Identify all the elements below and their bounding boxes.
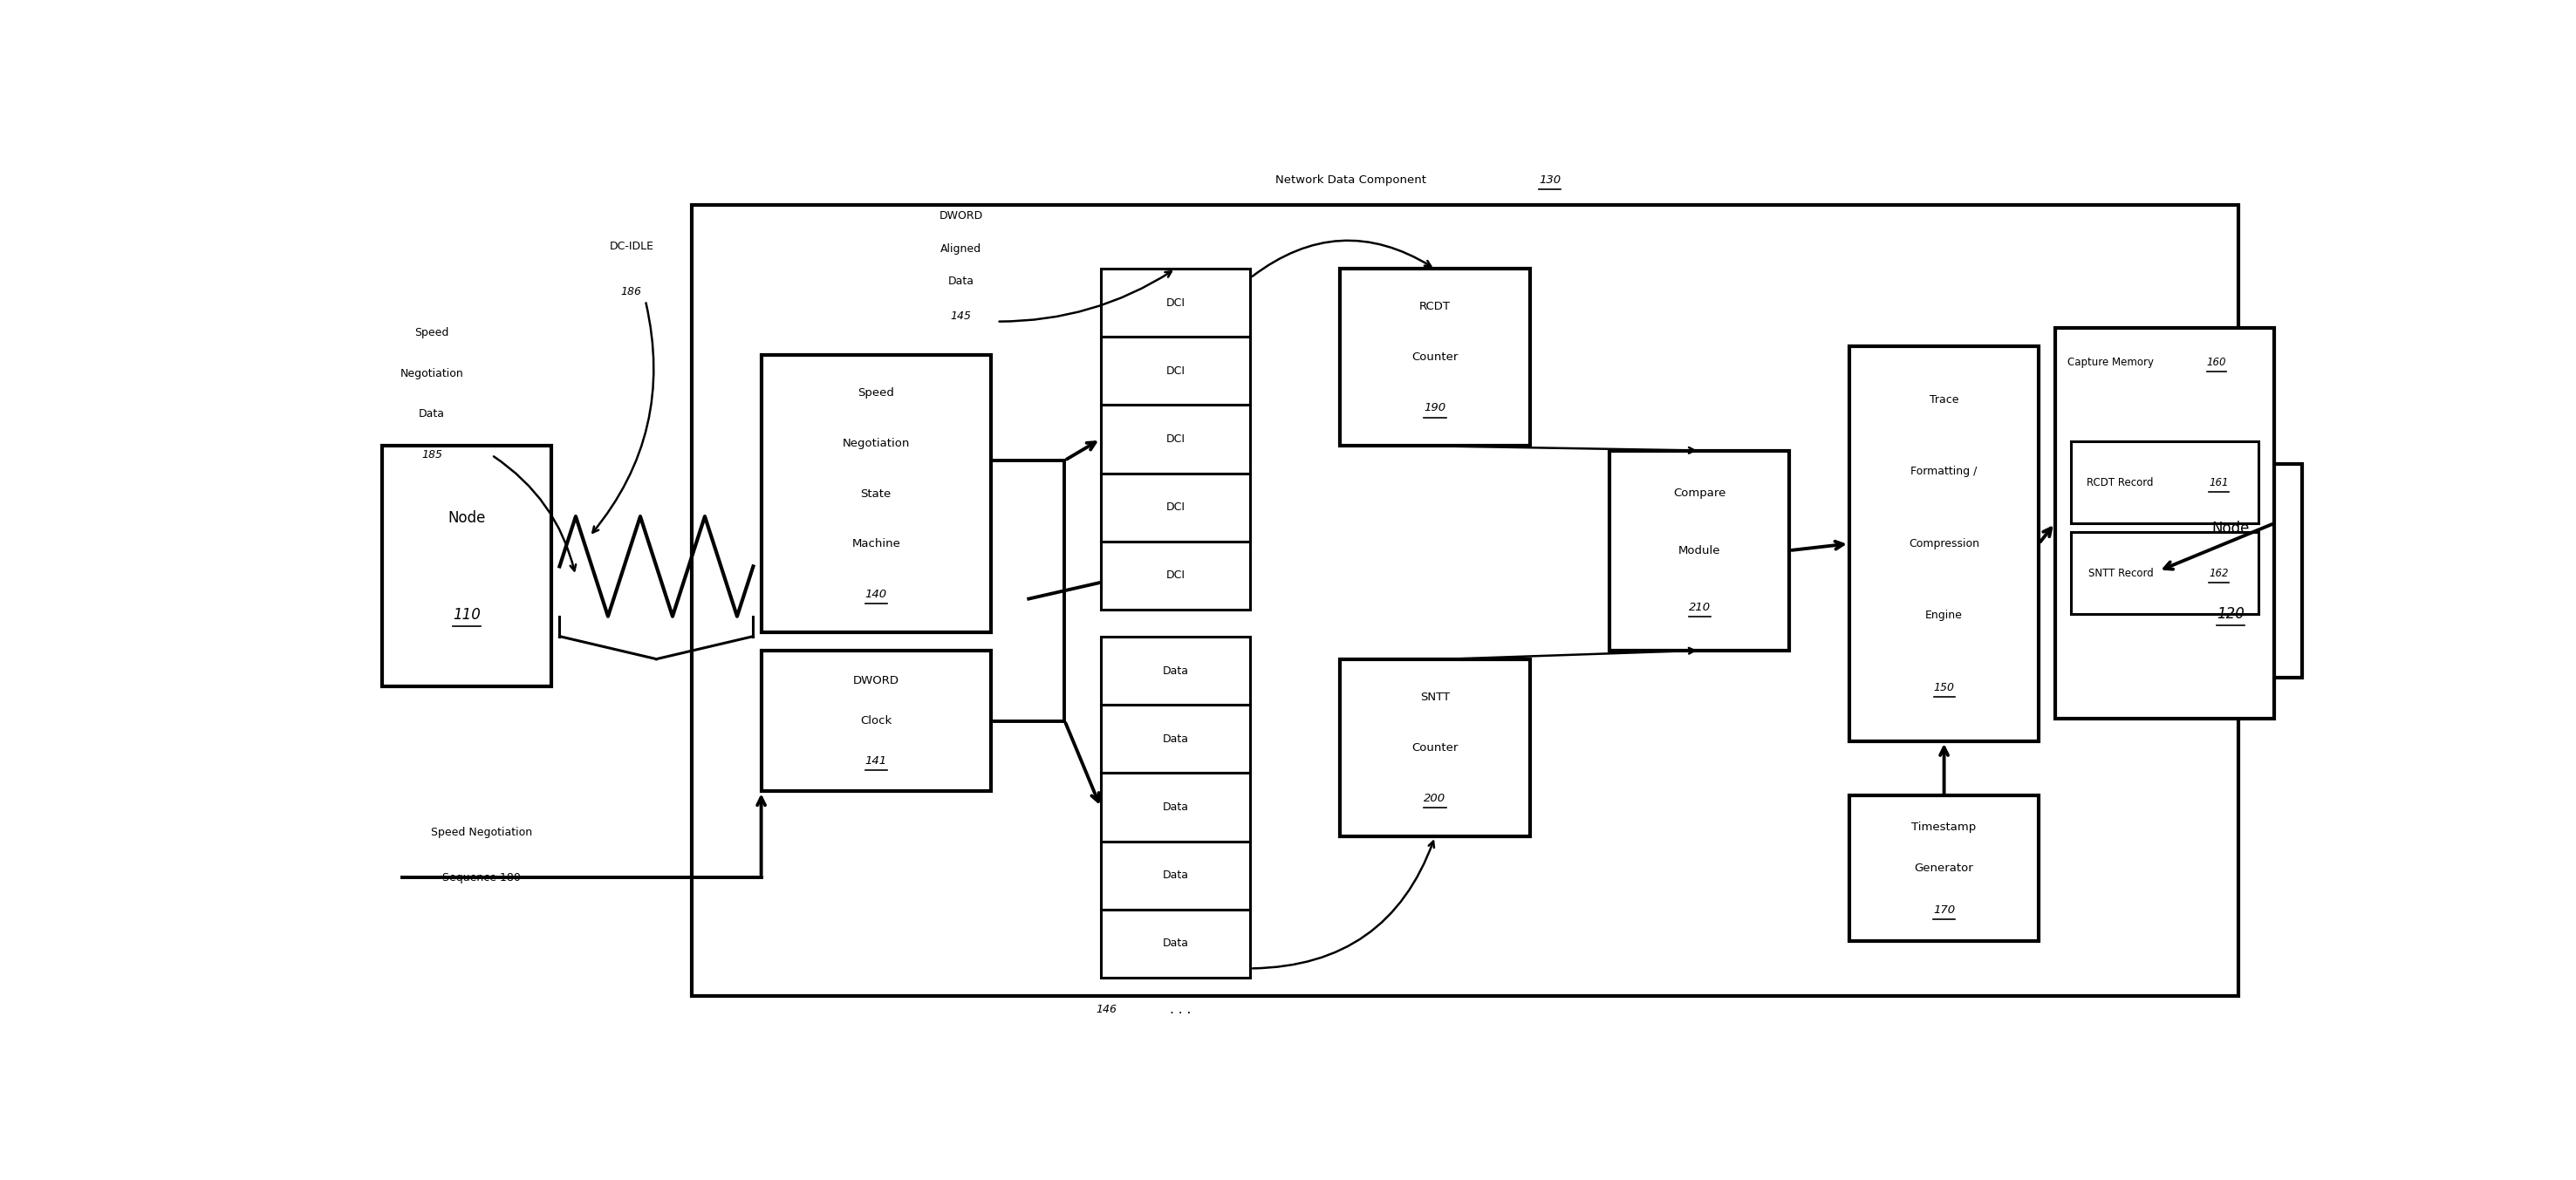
FancyBboxPatch shape	[1100, 841, 1249, 910]
Text: 120: 120	[2218, 605, 2244, 622]
Text: Timestamp: Timestamp	[1911, 821, 1976, 833]
Text: 130: 130	[1538, 175, 1561, 185]
Text: Network Data Component: Network Data Component	[1275, 175, 1430, 185]
Text: Module: Module	[1680, 545, 1721, 556]
Text: Engine: Engine	[1924, 610, 1963, 621]
Text: 145: 145	[951, 310, 971, 322]
Text: Speed Negotiation: Speed Negotiation	[430, 826, 533, 838]
Text: Negotiation: Negotiation	[842, 438, 909, 448]
Text: State: State	[860, 489, 891, 499]
Text: DCI: DCI	[1167, 297, 1185, 308]
FancyBboxPatch shape	[1340, 269, 1530, 446]
FancyBboxPatch shape	[1100, 773, 1249, 841]
Text: Speed: Speed	[858, 387, 894, 399]
Text: 146: 146	[1097, 1004, 1118, 1015]
Text: 110: 110	[453, 607, 482, 622]
Text: 150: 150	[1935, 682, 1955, 693]
FancyBboxPatch shape	[1100, 910, 1249, 977]
Text: 170: 170	[1932, 904, 1955, 916]
Text: Aligned: Aligned	[940, 243, 981, 255]
Text: SNTT Record: SNTT Record	[2089, 568, 2156, 579]
FancyBboxPatch shape	[1100, 405, 1249, 473]
Text: Machine: Machine	[853, 538, 902, 550]
Text: Data: Data	[420, 408, 446, 420]
Text: Data: Data	[1162, 733, 1188, 745]
Text: Counter: Counter	[1412, 352, 1458, 363]
Text: 161: 161	[2208, 477, 2228, 489]
Text: Data: Data	[1162, 801, 1188, 813]
FancyBboxPatch shape	[1100, 269, 1249, 337]
Text: 160: 160	[2208, 356, 2226, 368]
Text: 190: 190	[1425, 402, 1445, 414]
Text: Negotiation: Negotiation	[399, 368, 464, 379]
FancyBboxPatch shape	[2159, 464, 2303, 677]
Text: Data: Data	[1162, 938, 1188, 949]
Text: DWORD: DWORD	[853, 675, 899, 687]
Text: 186: 186	[621, 286, 641, 297]
Text: Generator: Generator	[1914, 863, 1973, 874]
Text: RCDT: RCDT	[1419, 301, 1450, 313]
Text: Node: Node	[2213, 520, 2249, 536]
Text: Node: Node	[448, 511, 487, 526]
FancyBboxPatch shape	[762, 355, 992, 632]
FancyBboxPatch shape	[1100, 337, 1249, 405]
FancyBboxPatch shape	[1340, 660, 1530, 837]
Text: DC-IDLE: DC-IDLE	[608, 241, 654, 251]
FancyBboxPatch shape	[2071, 441, 2259, 523]
FancyBboxPatch shape	[2071, 532, 2259, 614]
FancyBboxPatch shape	[381, 446, 551, 687]
Text: Data: Data	[948, 276, 974, 287]
Text: Sequence 180: Sequence 180	[443, 872, 520, 884]
FancyBboxPatch shape	[2056, 328, 2275, 719]
Text: . . .: . . .	[1170, 1003, 1190, 1016]
FancyBboxPatch shape	[1850, 795, 2040, 942]
Text: DCI: DCI	[1167, 502, 1185, 513]
Text: 210: 210	[1687, 602, 1710, 614]
Text: 162: 162	[2208, 568, 2228, 579]
Text: DCI: DCI	[1167, 570, 1185, 581]
FancyBboxPatch shape	[1850, 346, 2040, 741]
Text: DWORD: DWORD	[938, 210, 984, 222]
Text: Counter: Counter	[1412, 742, 1458, 754]
Text: 200: 200	[1425, 793, 1445, 805]
Text: Data: Data	[1162, 870, 1188, 881]
FancyBboxPatch shape	[762, 650, 992, 792]
Text: Clock: Clock	[860, 715, 891, 727]
Text: Data: Data	[1162, 666, 1188, 676]
Text: Formatting /: Formatting /	[1911, 466, 1978, 478]
Text: SNTT: SNTT	[1419, 691, 1450, 703]
FancyBboxPatch shape	[1100, 473, 1249, 542]
Text: RCDT Record: RCDT Record	[2087, 477, 2156, 489]
Text: DCI: DCI	[1167, 366, 1185, 376]
FancyBboxPatch shape	[1100, 704, 1249, 773]
Text: DCI: DCI	[1167, 433, 1185, 445]
Text: 141: 141	[866, 755, 886, 767]
Text: 140: 140	[866, 589, 886, 601]
Text: Capture Memory: Capture Memory	[2066, 356, 2156, 368]
Text: Speed: Speed	[415, 327, 448, 339]
Text: 185: 185	[422, 450, 443, 460]
FancyBboxPatch shape	[1100, 637, 1249, 704]
Text: Compression: Compression	[1909, 538, 1978, 550]
Text: Trace: Trace	[1929, 394, 1958, 406]
FancyBboxPatch shape	[690, 205, 2239, 996]
FancyBboxPatch shape	[1100, 542, 1249, 610]
FancyBboxPatch shape	[1610, 451, 1790, 650]
Text: Compare: Compare	[1674, 487, 1726, 499]
